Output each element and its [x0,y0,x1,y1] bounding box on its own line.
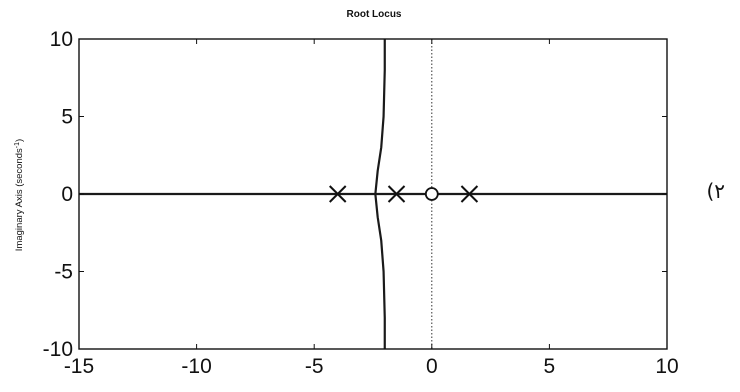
x-tick-label-3: 0 [426,355,438,378]
y-axis-label-superscript: -1 [14,142,21,148]
y-axis-label: Imaginary Axis (seconds-1) [14,139,26,251]
y-tick-label-2: 0 [61,183,73,206]
chart-title: Root Locus [347,9,402,20]
y-tick-label-1: -5 [54,261,73,284]
x-tick-label-2: -5 [305,355,324,378]
y-tick-label-4: 10 [50,28,73,51]
x-tick-label-0: -15 [64,355,94,378]
pole-marker-0 [329,185,347,203]
side-label: (٢ [706,179,725,203]
locus-branch-2 [374,193,386,349]
plot-area [79,39,667,349]
x-tick-label-5: 10 [655,355,678,378]
zero-marker-0 [424,187,439,201]
y-axis-label-main: Imaginary Axis (seconds [14,148,25,251]
x-tick-label-1: -10 [181,355,211,378]
x-tick-label-4: 5 [544,355,556,378]
locus-branch-1 [374,39,386,195]
pole-marker-1 [387,185,406,203]
pole-marker-2 [460,185,479,203]
y-tick-label-0: -10 [43,338,73,361]
y-tick-label-3: 5 [61,106,73,129]
y-axis-label-suffix: ) [14,139,25,142]
